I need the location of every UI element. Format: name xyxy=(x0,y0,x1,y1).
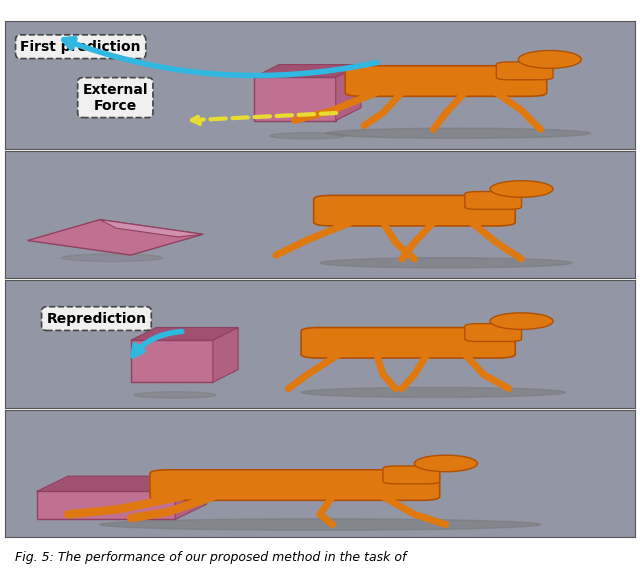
Text: First prediction: First prediction xyxy=(20,40,141,54)
FancyBboxPatch shape xyxy=(383,466,440,484)
Ellipse shape xyxy=(518,51,581,68)
Polygon shape xyxy=(28,220,203,255)
FancyBboxPatch shape xyxy=(465,324,522,342)
Polygon shape xyxy=(336,64,361,121)
Polygon shape xyxy=(131,328,238,340)
Polygon shape xyxy=(254,64,361,77)
Ellipse shape xyxy=(415,455,477,472)
FancyBboxPatch shape xyxy=(465,192,522,210)
FancyBboxPatch shape xyxy=(150,470,440,501)
Ellipse shape xyxy=(269,133,345,139)
Bar xyxy=(36,491,175,519)
FancyBboxPatch shape xyxy=(301,328,515,358)
Ellipse shape xyxy=(62,254,163,262)
Ellipse shape xyxy=(490,181,553,197)
Bar xyxy=(131,340,213,382)
FancyBboxPatch shape xyxy=(345,66,547,96)
Ellipse shape xyxy=(134,392,216,398)
Ellipse shape xyxy=(100,519,540,530)
Polygon shape xyxy=(175,476,207,519)
Ellipse shape xyxy=(320,258,572,268)
Bar xyxy=(254,77,336,121)
Text: Reprediction: Reprediction xyxy=(47,312,147,325)
Polygon shape xyxy=(36,476,207,491)
Polygon shape xyxy=(213,328,238,382)
Ellipse shape xyxy=(301,387,566,398)
Polygon shape xyxy=(100,220,203,237)
Text: External
Force: External Force xyxy=(83,83,148,113)
Text: Fig. 5: The performance of our proposed method in the task of: Fig. 5: The performance of our proposed … xyxy=(15,551,406,564)
FancyBboxPatch shape xyxy=(497,62,553,80)
FancyBboxPatch shape xyxy=(314,195,515,226)
Ellipse shape xyxy=(490,313,553,329)
Ellipse shape xyxy=(326,128,591,138)
